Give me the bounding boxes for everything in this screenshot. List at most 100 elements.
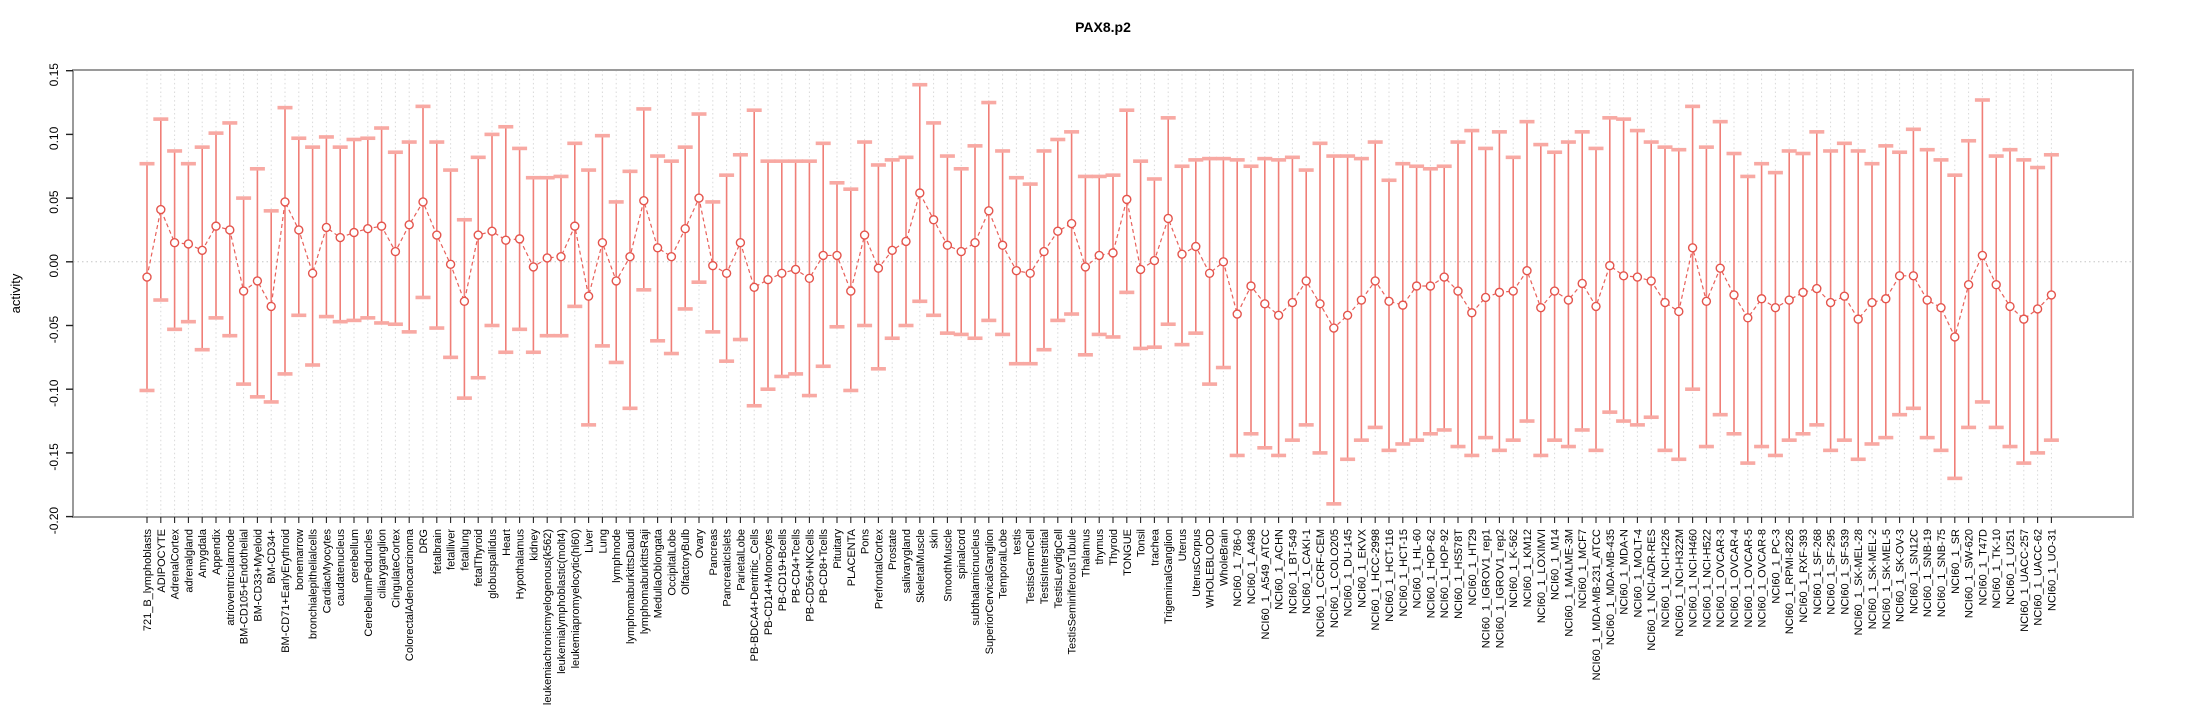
data-point [294, 225, 304, 235]
x-tick-label: NCI60_1_HCT-116 [1384, 529, 1396, 622]
data-point [1605, 260, 1615, 271]
x-tick-label: NCI60_1_MDA-MB-231_ATCC [1591, 529, 1603, 680]
data-point [1963, 280, 1974, 290]
x-tick-label: NCI60_1_HCT-15 [1398, 529, 1410, 616]
data-point [1384, 296, 1394, 306]
data-point [970, 237, 980, 248]
data-point [804, 273, 815, 284]
data-point [418, 197, 428, 207]
data-point [1825, 297, 1836, 308]
x-tick-label: PB-CD8+Tcells [818, 529, 830, 604]
x-tick-label: NCI60_1_NCI-H522 [1701, 529, 1713, 627]
data-point [887, 245, 897, 256]
x-tick-label: NCI60_1_SN12C [1908, 529, 1920, 614]
x-tick-label: NCI60_1_M14 [1550, 529, 1562, 600]
data-point [432, 230, 442, 240]
chart-title: PAX8.p2 [1075, 19, 1131, 35]
x-tick-label: CerebellumPeduncles [363, 529, 375, 637]
x-tick-label: NCI60_1_SF-268 [1812, 529, 1824, 615]
x-tick-label: Pons [860, 529, 872, 555]
data-point [1218, 257, 1229, 267]
x-tick-label: BM-CD34+ [266, 529, 278, 584]
data-point [142, 272, 152, 282]
data-point [445, 259, 456, 270]
data-point [1370, 276, 1380, 286]
data-point [363, 223, 373, 234]
data-point [1356, 295, 1367, 305]
data-point [1232, 309, 1242, 319]
y-axis-title: activity [8, 273, 23, 313]
x-tick-label: Appendix [211, 529, 223, 575]
data-point [1922, 295, 1932, 305]
x-tick-label: subthalamicnucleus [970, 529, 982, 626]
x-tick-label: NCI60_1_NCI-H226 [1660, 529, 1672, 627]
data-point [1522, 266, 1532, 276]
data-point [721, 268, 732, 278]
data-point [1715, 263, 1725, 273]
data-points [142, 188, 2057, 342]
x-tick-label: Thyroid [1108, 529, 1120, 566]
x-tick-label: TestisSeminiferousTubule [1067, 529, 1079, 655]
data-point [1770, 302, 1781, 313]
data-point [1549, 286, 1560, 296]
x-tick-label: NCI60_1_A549_ATCC [1260, 529, 1272, 640]
data-point [901, 236, 911, 247]
x-tick-label: BM-CD33+Myeloid [252, 529, 264, 622]
x-tick-label: ciliaryganglion [377, 529, 389, 599]
data-point [390, 246, 401, 257]
x-tick-label: Heart [501, 529, 513, 556]
x-tick-label: bronchialepithelialcells [308, 529, 320, 640]
x-tick-label: NCI60_1_MOLT-4 [1632, 529, 1644, 617]
x-tick-label: TemporalLobe [998, 529, 1010, 599]
data-point [859, 230, 870, 240]
x-tick-label: NCI60_1_RPMI-8226 [1784, 529, 1796, 634]
x-tick-label: NCI60_1_HL-60 [1412, 529, 1424, 609]
data-point [1480, 292, 1491, 303]
data-point [1039, 246, 1049, 257]
data-point [1094, 250, 1104, 261]
x-tick-label: NCI60_1_ACHN [1274, 529, 1286, 610]
y-tick-label: -0.05 [47, 316, 61, 344]
x-tick-label: TestisGermCell [1025, 529, 1037, 604]
data-point [1135, 264, 1146, 275]
data-point [735, 237, 746, 248]
data-point [956, 246, 966, 257]
data-point [1177, 249, 1187, 259]
x-tick-label: NCI60_1_SNB-75 [1936, 529, 1948, 617]
data-point [1246, 281, 1256, 291]
data-point [225, 225, 235, 235]
data-point [1149, 255, 1160, 266]
data-point [2046, 290, 2057, 300]
data-point [156, 204, 166, 215]
x-tick-label: NCI60_1_OVCAR-5 [1743, 529, 1755, 627]
x-tick-label: SkeletalMuscle [915, 529, 927, 603]
data-point [1756, 294, 1767, 304]
x-tick-label: PB-CD4+Tcells [791, 529, 803, 604]
x-tick-label: SuperiorCervicalGanglion [984, 529, 996, 654]
x-tick-label: NCI60_1_SR [1950, 529, 1962, 594]
x-axis: 721_B_lymphoblasts ADIPOCYTE AdrenalCortex… [142, 517, 2058, 705]
data-point [1991, 280, 2001, 290]
error-bar-caps [139, 82, 2059, 506]
x-tick-label: atrioventricularnode [225, 529, 237, 626]
data-point [1936, 302, 1946, 313]
data-point [1425, 281, 1436, 291]
data-point [984, 206, 994, 216]
x-tick-label: NCI60_1_NCI-H460 [1688, 529, 1700, 627]
data-point [1025, 268, 1035, 278]
x-tick-label: TrigeminalGanglion [1163, 529, 1175, 624]
x-tick-label: Tonsil [1136, 529, 1148, 557]
x-tick-label: NCI60_1_MCF7 [1577, 529, 1589, 608]
data-point [1494, 287, 1505, 298]
x-tick-label: NCI60_1_TK-10 [1991, 529, 2003, 609]
data-point [1204, 268, 1215, 278]
data-point [790, 264, 801, 275]
plot-border [72, 69, 2134, 518]
data-point [1977, 250, 1988, 261]
data-point [169, 237, 180, 248]
data-point [1329, 323, 1339, 333]
x-tick-label: caudatenucleus [335, 529, 347, 607]
x-tick-label: thymus [1094, 529, 1106, 565]
